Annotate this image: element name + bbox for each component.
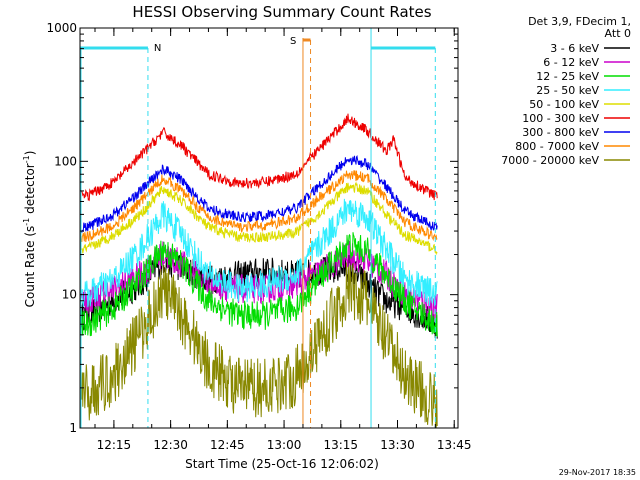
night-label: N [154,43,161,54]
x-tick-label-4: 13:15 [323,438,358,452]
x-tick-label-3: 13:00 [267,438,302,452]
y-axis-label: Count Rate (s-1 detector-1) [22,151,37,308]
legend-label-3: 25 - 50 keV [536,84,599,97]
series-line-2 [81,232,438,337]
legend-label-1: 6 - 12 keV [543,56,599,69]
legend-label-8: 7000 - 20000 keV [501,154,599,167]
legend-header-line-2: Att 0 [605,27,631,40]
y-tick-label-0: 1 [69,421,77,435]
series-line-4 [81,181,438,256]
timestamp: 29-Nov-2017 18:35 [559,468,636,477]
legend-label-2: 12 - 25 keV [536,70,599,83]
series-line-3 [81,198,438,308]
series-line-5 [81,113,438,202]
legend-label-6: 300 - 800 keV [522,126,599,139]
saa-label: S [290,36,296,47]
series-line-8 [81,262,438,429]
series-layer [81,113,438,429]
y-tick-label-3: 1000 [46,21,77,35]
y-axis-label-sup1: -1 [22,218,31,226]
series-line-6 [81,155,438,233]
legend-label-7: 800 - 7000 keV [515,140,599,153]
legend-header-line-1: Det 3,9, FDecim 1, [528,15,631,28]
y-axis: 1 10 100 1000 [46,21,458,435]
legend-label-4: 50 - 100 keV [529,98,599,111]
x-tick-label-5: 13:30 [380,438,415,452]
series-line-1 [81,240,438,321]
x-axis: 12:15 12:30 12:45 13:00 13:15 13:30 13:45 [94,28,472,452]
plot-frame [79,27,459,429]
y-axis-label-main: Count Rate (s [23,226,37,308]
x-tick-label-6: 13:45 [437,438,472,452]
y-axis-label-sup2: -1 [22,155,31,163]
chart-title: HESSI Observing Summary Count Rates [132,3,431,21]
y-tick-label-2: 100 [54,154,77,168]
x-tick-label-2: 12:45 [210,438,245,452]
y-axis-label-close: ) [23,151,37,156]
series-line-7 [81,170,438,243]
x-tick-label-0: 12:15 [97,438,132,452]
legend-label-5: 100 - 300 keV [522,112,599,125]
x-tick-label-1: 12:30 [153,438,188,452]
y-axis-label-tail: detector [23,163,37,218]
legend-label-0: 3 - 6 keV [550,42,599,55]
y-tick-label-1: 10 [62,288,77,302]
annotation-layer: NS [80,28,436,428]
x-axis-label: Start Time (25-Oct-16 12:06:02) [185,457,379,471]
